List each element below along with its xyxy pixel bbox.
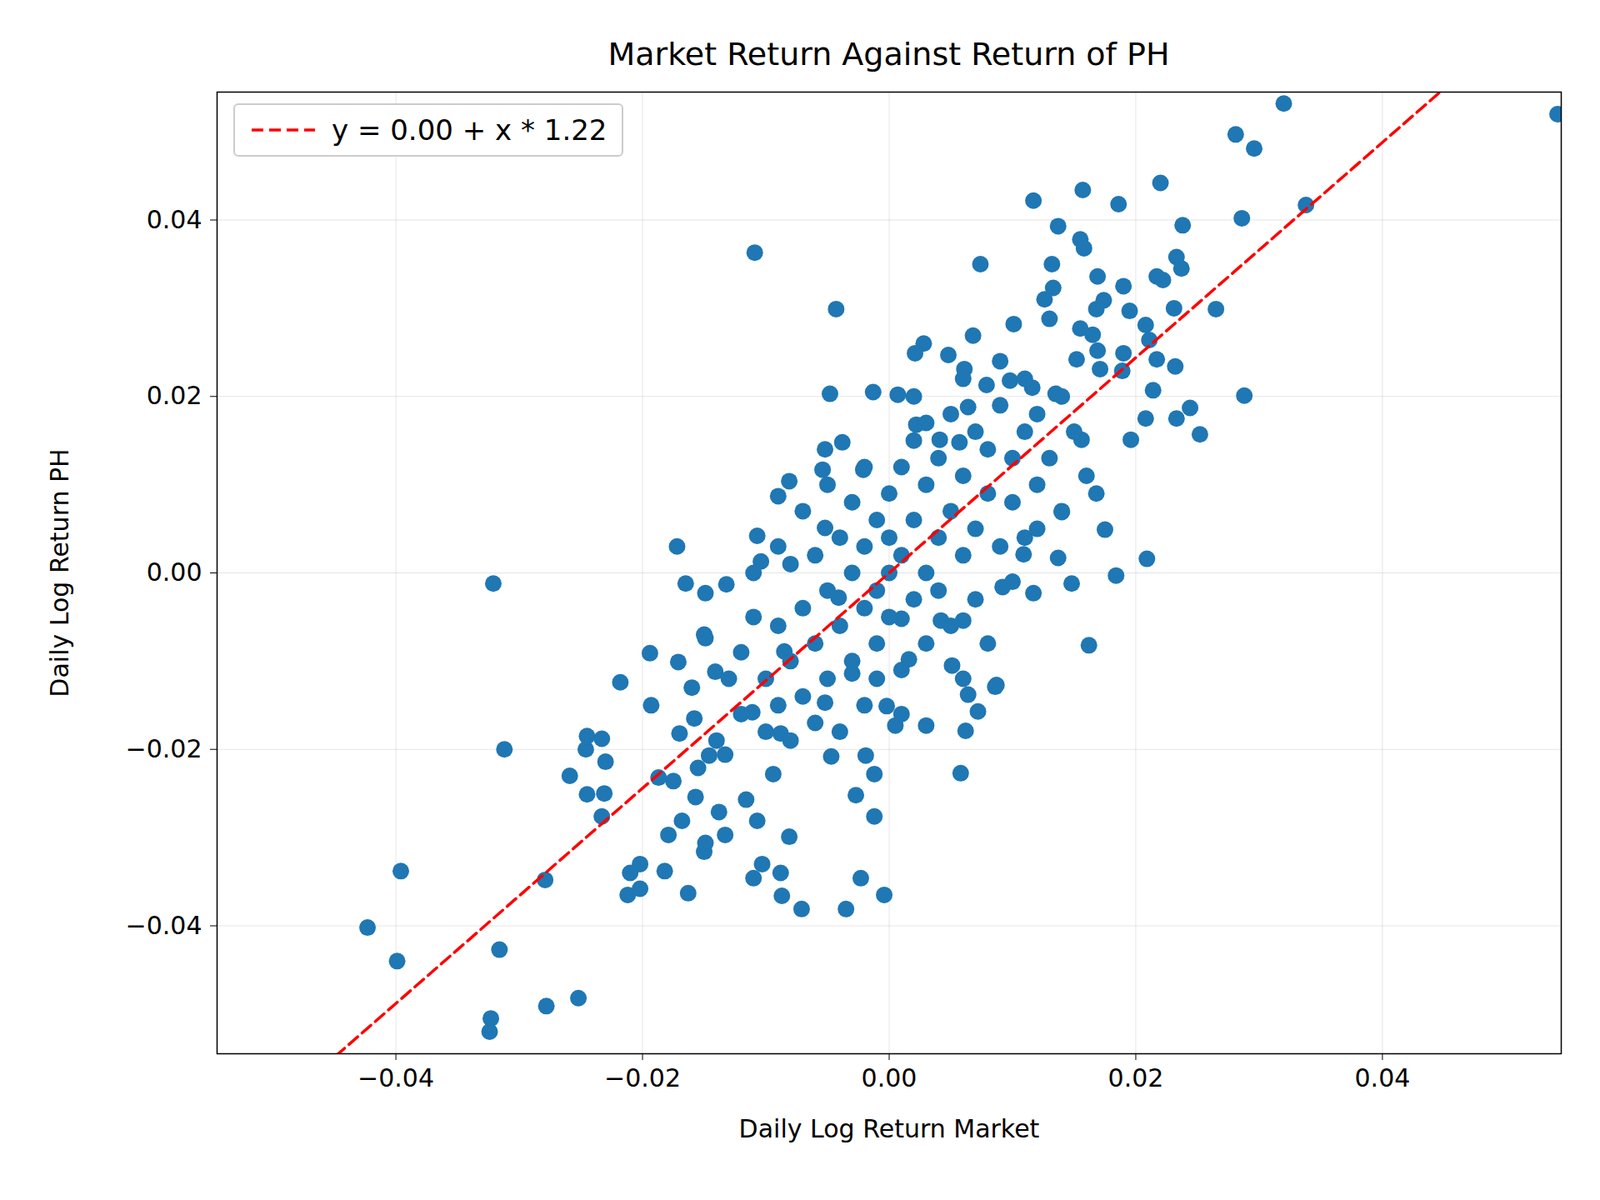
svg-text:0.02: 0.02: [146, 380, 203, 410]
svg-text:−0.04: −0.04: [125, 910, 203, 940]
svg-text:0.04: 0.04: [146, 205, 203, 235]
html-text:Market Return Against Return o: Market Return Against Return of PH: [607, 35, 1170, 73]
svg-text:−0.02: −0.02: [604, 1063, 681, 1093]
svg-text:0.00: 0.00: [146, 557, 203, 587]
svg-text:Daily Log Return Market: Daily Log Return Market: [739, 1114, 1040, 1144]
svg-text:Daily Log Return PH: Daily Log Return PH: [45, 448, 75, 697]
svg-text:−0.04: −0.04: [357, 1063, 435, 1093]
svg-text:0.02: 0.02: [1108, 1063, 1165, 1093]
svg-text:0.00: 0.00: [861, 1063, 918, 1093]
html-text:y = 0.00 + x * 1.22: y = 0.00 + x * 1.22: [331, 113, 608, 147]
svg-text:−0.02: −0.02: [125, 734, 203, 764]
svg-text:0.04: 0.04: [1355, 1063, 1411, 1093]
